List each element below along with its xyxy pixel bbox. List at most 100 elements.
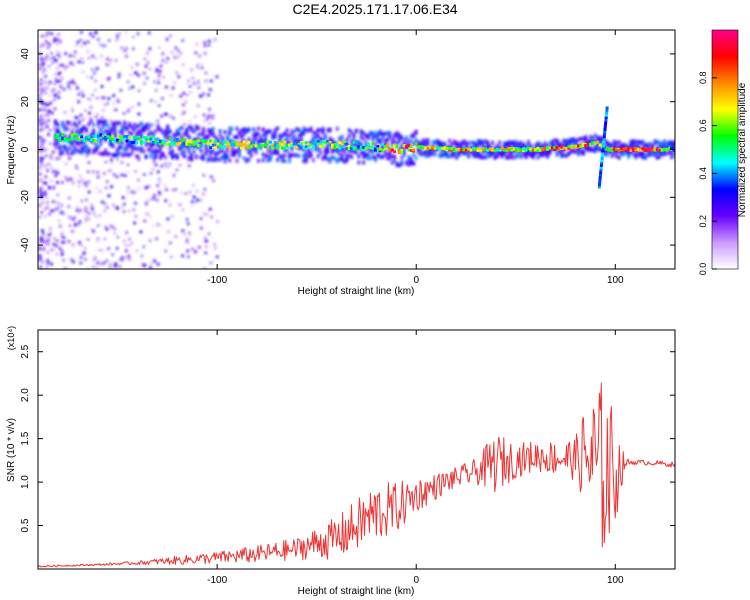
spectrogram-core — [53, 106, 675, 189]
spectrogram-halo-cell — [503, 144, 506, 149]
spectrogram-halo-cell — [488, 149, 492, 154]
spectrogram-halo-cell — [206, 156, 210, 161]
spectrogram-halo-cell — [271, 151, 275, 156]
spectrogram-ridge-cell — [288, 145, 291, 149]
spectrogram-noise-cell — [47, 133, 50, 136]
spectrogram-ridge-cell — [118, 139, 122, 143]
spectrogram-noise-cell — [188, 123, 192, 127]
snr-x-axis-label: Height of straight line (km) — [298, 586, 415, 597]
spectrogram-y-tick-label: -20 — [20, 190, 31, 205]
spectrogram-halo-cell — [221, 148, 225, 153]
spectrogram-halo-cell — [101, 151, 105, 156]
spectrogram-halo-cell — [237, 153, 241, 158]
spectrogram-ridge-cell — [648, 147, 652, 151]
spectrogram-noise-cell — [215, 75, 219, 79]
spectrogram-halo-cell — [104, 148, 108, 153]
spectrogram-noise-cell — [81, 70, 85, 74]
spectrogram-halo-cell — [421, 141, 425, 146]
spectrogram-halo-cell — [486, 143, 490, 148]
spectrogram-halo-cell — [252, 133, 256, 138]
spectrogram-noise-cell — [204, 251, 208, 255]
spectrogram-noise-cell — [58, 55, 62, 59]
spectrogram-noise-cell — [144, 64, 148, 68]
spectrogram-ridge-cell — [96, 138, 100, 142]
spectrogram-noise-cell — [54, 93, 57, 97]
spectrogram-halo-cell — [512, 142, 516, 147]
spectrogram-noise-cell — [166, 217, 170, 221]
spectrogram-noise-cell — [45, 163, 49, 167]
spectrogram-noise-cell — [117, 75, 121, 79]
spectrogram-halo-cell — [192, 137, 196, 142]
spectrogram-ridge-cell — [108, 139, 112, 143]
spectrogram-noise-cell — [125, 153, 129, 157]
spectrogram-noise-cell — [113, 108, 116, 112]
spectrogram-halo-cell — [257, 126, 260, 131]
spectrogram-halo-cell — [96, 121, 100, 126]
spectrogram-noise-cell — [149, 266, 152, 269]
spectrogram-halo-cell — [610, 143, 614, 148]
spectrogram-noise-cell — [75, 86, 79, 90]
spectrogram-noise-cell — [92, 230, 96, 233]
spectrogram-halo-cell — [350, 139, 354, 144]
spectrogram-halo-cell — [476, 153, 480, 158]
spectrogram-streak-cell — [598, 183, 601, 186]
spectrogram-halo-cell — [538, 145, 542, 150]
spectrogram-halo-cell — [639, 140, 643, 145]
spectrogram-halo-cell — [56, 127, 60, 132]
spectrogram-halo-cell — [104, 129, 108, 134]
spectrogram-noise-cell — [163, 184, 167, 187]
spectrogram-halo-cell — [65, 150, 69, 155]
spectrogram-noise-cell — [53, 127, 57, 131]
spectrogram-noise-cell — [41, 101, 45, 105]
spectrogram-halo-cell — [603, 150, 607, 155]
spectrogram-noise-cell — [71, 243, 75, 247]
spectrogram-halo-cell — [383, 149, 387, 153]
spectrogram-noise-cell — [127, 170, 131, 174]
spectrogram-noise-cell — [58, 71, 62, 75]
spectrogram-noise-cell — [38, 203, 41, 207]
spectrogram-noise-cell — [138, 186, 142, 190]
spectrogram-noise-cell — [181, 229, 185, 233]
spectrogram-halo-cell — [316, 133, 320, 138]
spectrogram-halo-cell — [137, 147, 141, 152]
spectrogram-halo-cell — [166, 125, 170, 130]
spectrogram-noise-cell — [153, 80, 157, 84]
spectrogram-halo-cell — [73, 138, 76, 143]
spectrogram-ridge-cell — [58, 136, 62, 140]
spectrogram-noise-cell — [71, 79, 74, 83]
spectrogram-halo-cell — [283, 153, 287, 158]
spectrogram-ridge-cell — [405, 145, 409, 148]
spectrogram-noise-cell — [212, 179, 216, 183]
spectrogram-noise-cell — [43, 165, 47, 169]
spectrogram-noise-cell — [188, 190, 192, 194]
spectrogram-halo-cell — [359, 142, 363, 147]
spectrogram-halo-cell — [457, 149, 461, 154]
spectrogram-noise-cell — [170, 50, 174, 54]
spectrogram-halo-cell — [584, 146, 588, 151]
spectrogram-halo-cell — [295, 153, 299, 158]
spectrogram-halo-cell — [354, 144, 358, 149]
spectrogram-halo-cell — [123, 123, 127, 128]
spectrogram-halo-cell — [304, 159, 308, 164]
spectrogram-noise-cell — [199, 94, 202, 98]
spectrogram-ridge-cell — [273, 143, 277, 147]
spectrogram-halo-cell — [70, 142, 74, 147]
spectrogram-noise-cell — [82, 180, 86, 183]
spectrogram-halo-cell — [622, 151, 626, 156]
spectrogram-ridge-cell — [603, 147, 607, 151]
spectrogram-noise-cell — [97, 260, 101, 264]
spectrogram-halo-cell — [562, 139, 566, 144]
spectrogram-halo-cell — [565, 153, 569, 158]
colorbar-strip — [712, 30, 738, 269]
spectrogram-halo-cell — [223, 154, 227, 159]
spectrogram-halo-cell — [70, 129, 74, 134]
spectrogram-ridge-cell — [345, 142, 349, 146]
spectrogram-noise-cell — [83, 246, 87, 250]
spectrogram-halo-cell — [663, 142, 667, 147]
spectrogram-halo-cell — [120, 131, 124, 136]
spectrogram-halo-cell — [221, 138, 225, 143]
spectrogram-halo-cell — [82, 148, 86, 153]
spectrogram-noise-cell — [47, 238, 50, 241]
spectrogram-noise-cell — [121, 46, 125, 50]
spectrogram-halo-cell — [598, 147, 602, 152]
